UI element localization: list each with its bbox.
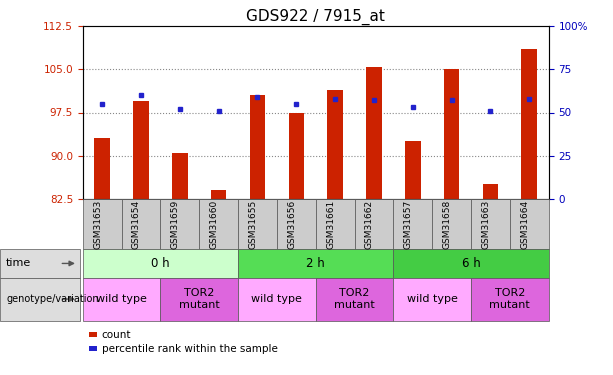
- Text: count: count: [102, 330, 131, 339]
- Bar: [94, 138, 110, 199]
- Bar: [522, 49, 537, 199]
- Bar: [444, 69, 459, 199]
- Text: wild type: wild type: [251, 294, 302, 304]
- Bar: [211, 190, 226, 199]
- Text: GSM31657: GSM31657: [404, 200, 413, 249]
- Text: GSM31662: GSM31662: [365, 200, 374, 249]
- Text: TOR2
mutant: TOR2 mutant: [489, 288, 530, 310]
- Bar: [482, 184, 498, 199]
- Text: GSM31661: GSM31661: [326, 200, 335, 249]
- Bar: [366, 66, 382, 199]
- Text: GSM31658: GSM31658: [443, 200, 452, 249]
- Text: 6 h: 6 h: [462, 257, 481, 270]
- Text: GSM31654: GSM31654: [132, 200, 141, 249]
- Text: percentile rank within the sample: percentile rank within the sample: [102, 344, 278, 354]
- Text: 2 h: 2 h: [306, 257, 325, 270]
- Text: 0 h: 0 h: [151, 257, 170, 270]
- Text: GSM31653: GSM31653: [93, 200, 102, 249]
- Text: TOR2
mutant: TOR2 mutant: [334, 288, 375, 310]
- Bar: [249, 95, 265, 199]
- Text: time: time: [6, 258, 31, 268]
- Text: GSM31664: GSM31664: [520, 200, 529, 249]
- Bar: [133, 101, 149, 199]
- Text: GSM31663: GSM31663: [481, 200, 490, 249]
- Bar: [289, 112, 304, 199]
- Text: wild type: wild type: [407, 294, 457, 304]
- Text: genotype/variation: genotype/variation: [6, 294, 99, 304]
- Text: GSM31655: GSM31655: [248, 200, 257, 249]
- Text: GSM31656: GSM31656: [287, 200, 296, 249]
- Bar: [172, 153, 188, 199]
- Text: TOR2
mutant: TOR2 mutant: [179, 288, 219, 310]
- Text: GSM31659: GSM31659: [171, 200, 180, 249]
- Bar: [327, 90, 343, 199]
- Text: wild type: wild type: [96, 294, 147, 304]
- Bar: [405, 141, 421, 199]
- Title: GDS922 / 7915_at: GDS922 / 7915_at: [246, 9, 385, 25]
- Text: GSM31660: GSM31660: [210, 200, 219, 249]
